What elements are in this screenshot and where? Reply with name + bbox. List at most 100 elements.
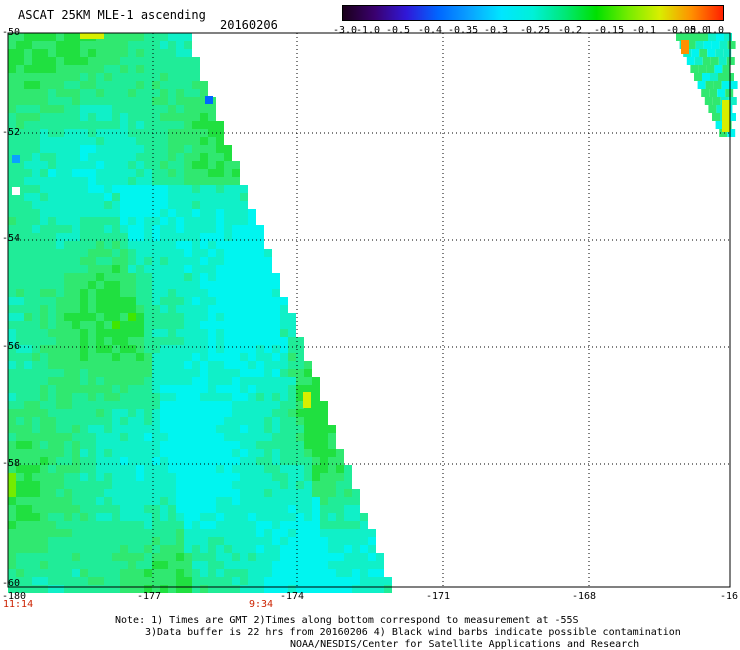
swath-cell bbox=[144, 121, 152, 129]
swath-cell bbox=[232, 177, 240, 185]
swath-cell bbox=[200, 369, 208, 377]
swath-cell bbox=[336, 449, 344, 457]
swath-cell bbox=[24, 513, 32, 521]
swath-cell bbox=[56, 209, 64, 217]
swath-cell bbox=[168, 73, 176, 81]
swath-cell bbox=[715, 121, 724, 129]
swath-cell bbox=[152, 537, 160, 545]
swath-cell bbox=[304, 417, 312, 425]
swath-cell bbox=[288, 449, 296, 457]
swath-cell bbox=[56, 345, 64, 353]
swath-cell bbox=[152, 241, 160, 249]
swath-cell bbox=[88, 121, 96, 129]
swath-cell bbox=[104, 585, 112, 593]
swath-cell bbox=[216, 513, 224, 521]
swath-cell bbox=[288, 337, 296, 345]
swath-cell bbox=[24, 65, 32, 73]
swath-cell bbox=[56, 417, 64, 425]
swath-cell bbox=[184, 369, 192, 377]
swath-cell bbox=[40, 209, 48, 217]
swath-cell bbox=[200, 241, 208, 249]
swath-cell bbox=[312, 393, 320, 401]
swath-cell bbox=[136, 497, 144, 505]
swath-cell bbox=[216, 281, 224, 289]
swath-cell bbox=[686, 57, 695, 65]
swath-cell bbox=[80, 513, 88, 521]
swath-cell bbox=[176, 457, 184, 465]
swath-cell bbox=[200, 137, 208, 145]
swath-cell bbox=[48, 273, 56, 281]
swath-cell bbox=[72, 513, 80, 521]
swath-cell bbox=[96, 73, 104, 81]
swath-cell bbox=[32, 345, 40, 353]
swath-cell bbox=[224, 433, 232, 441]
swath-cell bbox=[112, 425, 120, 433]
swath-cell bbox=[56, 281, 64, 289]
swath-cell bbox=[168, 281, 176, 289]
swath-cell bbox=[64, 577, 72, 585]
swath-cell bbox=[176, 385, 184, 393]
swath-cell bbox=[168, 81, 176, 89]
swath-cell bbox=[88, 241, 96, 249]
swath-cell bbox=[160, 233, 168, 241]
swath-cell bbox=[136, 113, 144, 121]
swath-cell bbox=[256, 249, 264, 257]
swath-cell bbox=[96, 233, 104, 241]
swath-cell bbox=[128, 177, 136, 185]
swath-cell bbox=[32, 153, 40, 161]
swath-cell bbox=[296, 577, 304, 585]
swath-cell bbox=[112, 169, 120, 177]
swath-cell bbox=[176, 481, 184, 489]
swath-cell bbox=[48, 521, 56, 529]
swath-cell bbox=[120, 457, 128, 465]
swath-cell bbox=[240, 265, 248, 273]
swath-cell bbox=[56, 201, 64, 209]
swath-cell bbox=[272, 377, 280, 385]
swath-cell bbox=[328, 537, 336, 545]
swath-cell bbox=[224, 401, 232, 409]
swath-cell bbox=[280, 577, 288, 585]
swath-cell bbox=[184, 105, 192, 113]
swath-cell bbox=[200, 569, 208, 577]
swath-cell bbox=[64, 545, 72, 553]
swath-cell bbox=[168, 97, 176, 105]
swath-cell bbox=[40, 265, 48, 273]
swath-cell bbox=[176, 169, 184, 177]
swath-cell bbox=[48, 545, 56, 553]
swath-cell bbox=[16, 105, 24, 113]
swath-cell bbox=[192, 257, 200, 265]
swath-cell bbox=[80, 345, 88, 353]
swath-cell bbox=[256, 457, 264, 465]
swath-cell bbox=[264, 489, 272, 497]
swath-cell bbox=[16, 265, 24, 273]
swath-cell bbox=[144, 89, 152, 97]
swath-cell bbox=[264, 345, 272, 353]
swath-cell bbox=[280, 345, 288, 353]
swath-cell bbox=[32, 57, 40, 65]
swath-cell bbox=[240, 457, 248, 465]
swath-cell bbox=[160, 449, 168, 457]
swath-cell bbox=[200, 177, 208, 185]
swath-cell bbox=[64, 329, 72, 337]
swath-cell bbox=[232, 457, 240, 465]
swath-cell bbox=[72, 401, 80, 409]
swath-cell bbox=[200, 497, 208, 505]
swath-cell bbox=[144, 473, 152, 481]
swath-cell bbox=[328, 481, 336, 489]
swath-cell bbox=[24, 105, 32, 113]
swath-cell bbox=[96, 105, 104, 113]
swath-cell bbox=[168, 313, 176, 321]
swath-cell bbox=[240, 353, 248, 361]
swath-cell bbox=[240, 369, 248, 377]
lon-label: -174 bbox=[280, 591, 305, 602]
swath-cell bbox=[16, 441, 24, 449]
swath-cell bbox=[232, 161, 240, 169]
swath-cell bbox=[144, 337, 152, 345]
swath-cell bbox=[40, 233, 48, 241]
swath-cell bbox=[328, 585, 336, 593]
swath-cell bbox=[8, 81, 16, 89]
swath-cell bbox=[8, 65, 16, 73]
swath-cell bbox=[192, 193, 200, 201]
swath-cell bbox=[176, 201, 184, 209]
swath-cell bbox=[96, 553, 104, 561]
